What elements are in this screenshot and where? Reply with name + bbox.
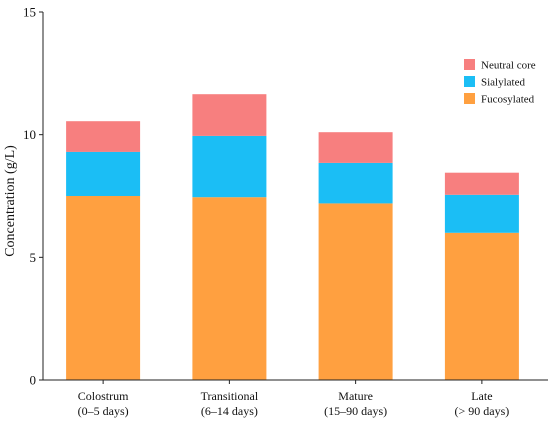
legend-swatch-fucosylated (464, 93, 475, 104)
category-label-2-line1: Mature (338, 389, 373, 403)
y-axis-title: Concentration (g/L) (3, 145, 18, 257)
bar-sialylated-3 (444, 194, 519, 233)
bar-fucosylated-3 (444, 232, 519, 380)
category-label-0-line1: Colostrum (78, 389, 129, 403)
y-tick-label-1: 5 (30, 250, 37, 265)
category-label-3-line2: (> 90 days) (454, 404, 509, 418)
bars-group (66, 94, 519, 380)
category-label-0-line2: (0–5 days) (78, 404, 129, 418)
bar-fucosylated-0 (66, 196, 141, 380)
y-tick-label-3: 15 (23, 5, 36, 20)
bar-sialylated-1 (192, 135, 267, 198)
category-label-1-line1: Transitional (201, 389, 259, 403)
legend: Neutral core Sialylated Fucosylated (464, 59, 536, 106)
bar-neutral-core-0 (66, 121, 141, 152)
legend-label-sialylated: Sialylated (481, 77, 525, 89)
axes-group: Colostrum(0–5 days) Transitional(6–14 day… (3, 5, 548, 418)
y-tick-label-0: 0 (30, 373, 37, 388)
bar-fucosylated-1 (192, 197, 267, 380)
y-tick-label-2: 10 (23, 127, 36, 142)
legend-label-fucosylated: Fucosylated (481, 94, 535, 106)
category-label-1-line2: (6–14 days) (201, 404, 258, 418)
category-label-2-line2: (15–90 days) (324, 404, 387, 418)
legend-label-neutral-core: Neutral core (481, 60, 536, 72)
bar-neutral-core-2 (318, 132, 393, 163)
bar-neutral-core-1 (192, 94, 267, 136)
category-label-3-line1: Late (471, 389, 492, 403)
bar-neutral-core-3 (444, 172, 519, 195)
legend-swatch-neutral-core (464, 59, 475, 70)
legend-swatch-sialylated (464, 76, 475, 87)
bar-fucosylated-2 (318, 203, 393, 380)
bar-sialylated-2 (318, 162, 393, 204)
bar-sialylated-0 (66, 151, 141, 196)
